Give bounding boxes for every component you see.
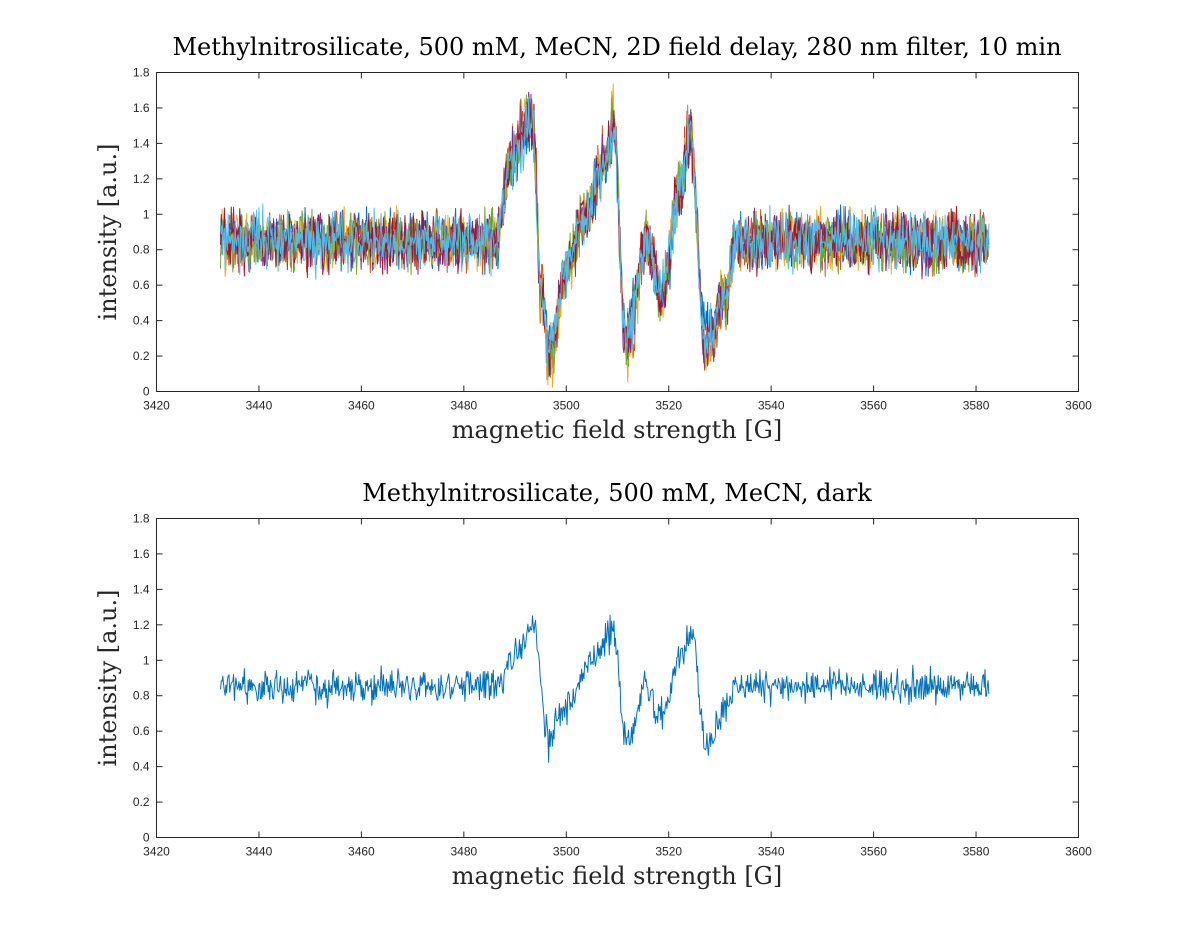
- y-tick-label: 0: [143, 385, 150, 399]
- series-group: [220, 83, 990, 388]
- x-tick-label: 3440: [246, 399, 273, 413]
- y-tick-label: 1.4: [133, 136, 150, 150]
- spectrum-plot-dark: Methylnitrosilicate, 500 mM, MeCN, dark …: [94, 479, 1092, 890]
- x-tick-label: 3460: [348, 399, 375, 413]
- plot-title: Methylnitrosilicate, 500 mM, MeCN, 2D fi…: [172, 33, 1061, 61]
- y-tick-label: 1.8: [133, 512, 150, 526]
- y-tick-label: 1.6: [133, 547, 150, 561]
- x-tick-label: 3540: [758, 845, 785, 859]
- series-line: [220, 614, 990, 763]
- spectrum-plot-light: Methylnitrosilicate, 500 mM, MeCN, 2D fi…: [94, 33, 1092, 444]
- x-tick-label: 3560: [860, 845, 887, 859]
- plot-title: Methylnitrosilicate, 500 mM, MeCN, dark: [362, 479, 872, 507]
- y-tick-label: 1.6: [133, 101, 150, 115]
- x-axis-label: magnetic field strength [G]: [452, 416, 782, 444]
- axes-frame: [156, 72, 1079, 392]
- x-tick-label: 3480: [450, 399, 477, 413]
- y-tick-label: 0.2: [133, 349, 150, 363]
- y-tick-label: 1.8: [133, 66, 150, 80]
- x-tick-label: 3540: [758, 399, 785, 413]
- x-tick-label: 3580: [963, 845, 990, 859]
- x-tick-label: 3480: [450, 845, 477, 859]
- x-tick-label: 3520: [655, 399, 682, 413]
- y-tick-label: 1.4: [133, 582, 150, 596]
- y-tick-label: 0.4: [133, 760, 150, 774]
- series-group: [220, 614, 990, 763]
- x-tick-label: 3520: [655, 845, 682, 859]
- axes-frame: [156, 518, 1079, 838]
- x-axis-label: magnetic field strength [G]: [452, 862, 782, 890]
- tick-marks: [156, 72, 1079, 392]
- y-tick-label: 0.8: [133, 243, 150, 257]
- tick-marks: [156, 518, 1079, 838]
- x-tick-label: 3420: [143, 399, 170, 413]
- y-tick-label: 1: [143, 653, 150, 667]
- y-tick-label: 1.2: [133, 618, 150, 632]
- tick-labels: 3420 3440 3460 3480 3500 3520 3540 3560 3580 3600…: [133, 512, 1092, 859]
- x-tick-label: 3440: [246, 845, 273, 859]
- y-tick-label: 0: [143, 831, 150, 845]
- x-tick-label: 3560: [860, 399, 887, 413]
- tick-labels: 3420 3440 3460 3480 3500 3520 3540 3560 3580 3600…: [133, 66, 1092, 413]
- y-tick-label: 0.6: [133, 278, 150, 292]
- x-tick-label: 3600: [1065, 399, 1092, 413]
- y-tick-label: 1.2: [133, 172, 150, 186]
- x-tick-label: 3500: [553, 399, 580, 413]
- y-tick-label: 1: [143, 207, 150, 221]
- y-tick-label: 0.2: [133, 795, 150, 809]
- x-tick-label: 3500: [553, 845, 580, 859]
- y-tick-label: 0.8: [133, 689, 150, 703]
- series-line: [220, 96, 990, 369]
- y-tick-label: 0.4: [133, 314, 150, 328]
- y-axis-label: intensity [a.u.]: [94, 589, 122, 766]
- y-axis-label: intensity [a.u.]: [94, 143, 122, 320]
- y-tick-label: 0.6: [133, 724, 150, 738]
- x-tick-label: 3420: [143, 845, 170, 859]
- x-tick-label: 3460: [348, 845, 375, 859]
- x-tick-label: 3600: [1065, 845, 1092, 859]
- x-tick-label: 3580: [963, 399, 990, 413]
